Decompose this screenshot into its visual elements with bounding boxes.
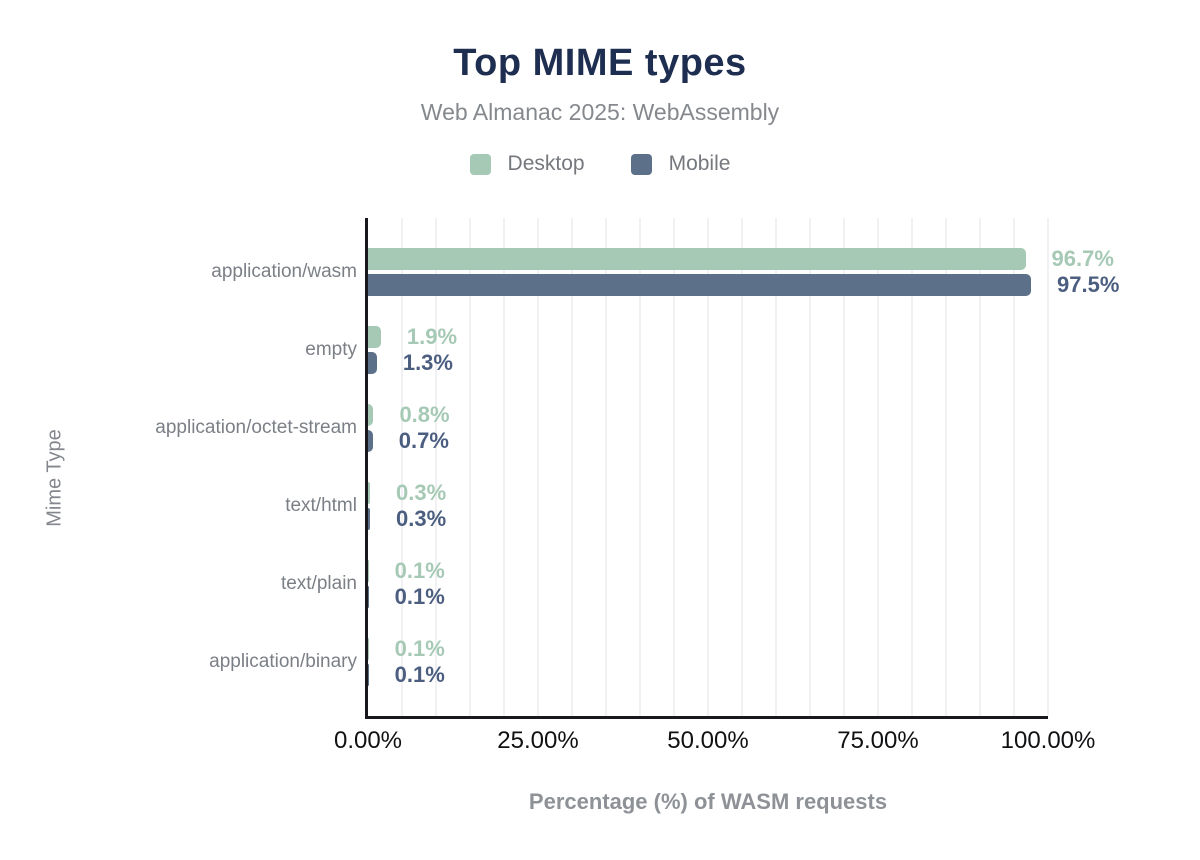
mobile-swatch-icon [630,153,652,175]
mobile-bar [368,274,1031,296]
bar-group: application/binary 0.1% 0.1% [209,638,1048,686]
category-label: text/plain [280,573,357,594]
desktop-bar-value: 0.1% [394,558,445,583]
bar-rows: application/wasm 96.7% 97.5% empty 1.9% 1.3% a… [155,218,1119,716]
desktop-bar [368,404,374,426]
gridline [945,218,947,716]
mobile-bar [368,586,369,608]
x-tick-label: 100.00% [1000,727,1096,754]
mobile-bar-value: 0.1% [394,662,445,687]
bar-line: 0.3% [368,482,1048,504]
mobile-bar-value: 0.1% [394,584,445,609]
bar-group: empty 1.9% 1.3% [305,326,1048,374]
gridline [809,218,811,716]
desktop-bar-value: 1.9% [406,324,458,349]
desktop-bar [368,326,381,348]
bar-group: application/wasm 96.7% 97.5% [211,248,1119,296]
desktop-bar-value: 0.8% [399,402,450,427]
gridline [605,218,607,716]
gridline [401,218,403,716]
legend-item-mobile[interactable]: Mobile [630,152,731,176]
desktop-swatch-icon [469,153,491,175]
x-axis-title: Percentage (%) of WASM requests [528,789,888,814]
legend-item-desktop[interactable]: Desktop [469,152,585,176]
category-label: application/octet-stream [155,417,357,438]
bar-line: 0.3% [368,508,1048,530]
y-axis-title: Mime Type [43,429,66,527]
desktop-bar [368,560,369,582]
desktop-bar [368,482,371,504]
gridline [775,218,777,716]
x-tick-label: 50.00% [667,727,749,754]
gridline [469,218,471,716]
legend-label-desktop: Desktop [507,152,585,175]
gridline [503,218,505,716]
category-label: application/wasm [211,261,357,282]
bar-group: text/html 0.3% 0.3% [285,482,1048,530]
mobile-bar-value: 1.3% [402,350,453,375]
bar-line: 96.7% [368,248,1114,270]
bar-group: text/plain 0.1% 0.1% [281,560,1048,608]
gridline [673,218,675,716]
mobile-bar [368,664,369,686]
legend-label-mobile: Mobile [668,152,731,175]
x-tick-label: 75.00% [837,727,919,754]
gridline [911,218,913,716]
x-tick-label: 0.00% [333,727,403,754]
plot-area: application/wasm 96.7% 97.5% empty 1.9% 1.3% a… [155,218,1119,719]
gridline [741,218,743,716]
bar-line: 0.1% [368,664,1048,686]
category-label: application/binary [209,651,357,672]
gridline [843,218,845,716]
mobile-bar-value: 0.7% [398,428,449,453]
gridline [707,218,709,716]
bar-line: 0.1% [368,586,1048,608]
bar-line: 1.9% [368,326,1048,348]
chart-title: Top MIME types [453,42,747,84]
gridline [979,218,981,716]
gridline [537,218,539,716]
bar-line: 1.3% [368,352,1048,374]
desktop-bar-value: 0.3% [396,480,447,505]
mobile-bar-value: 97.5% [1057,272,1120,297]
bar-group: application/octet-stream 0.8% 0.7% [155,404,1048,452]
desktop-bar-value: 96.7% [1051,246,1114,271]
desktop-bar [368,248,1026,270]
gridline [1047,218,1049,716]
desktop-bar-value: 0.1% [394,636,445,661]
legend: Desktop Mobile [0,152,1200,176]
gridline [1013,218,1015,716]
desktop-bar [368,638,369,660]
gridline [877,218,879,716]
category-label: text/html [285,495,357,516]
mobile-bar [368,430,373,452]
gridline [435,218,437,716]
chart-subtitle: Web Almanac 2025: WebAssembly [420,99,780,125]
mobile-bar-value: 0.3% [396,506,447,531]
x-tick-label: 25.00% [497,727,579,754]
gridline [639,218,641,716]
category-label: empty [305,339,357,360]
mobile-bar [368,508,371,530]
bar-line: 0.8% [368,404,1048,426]
gridline [571,218,573,716]
bar-line: 0.1% [368,638,1048,660]
mobile-bar [368,352,377,374]
bar-line: 0.7% [368,430,1048,452]
bar-line: 97.5% [368,274,1119,296]
bar-line: 0.1% [368,560,1048,582]
